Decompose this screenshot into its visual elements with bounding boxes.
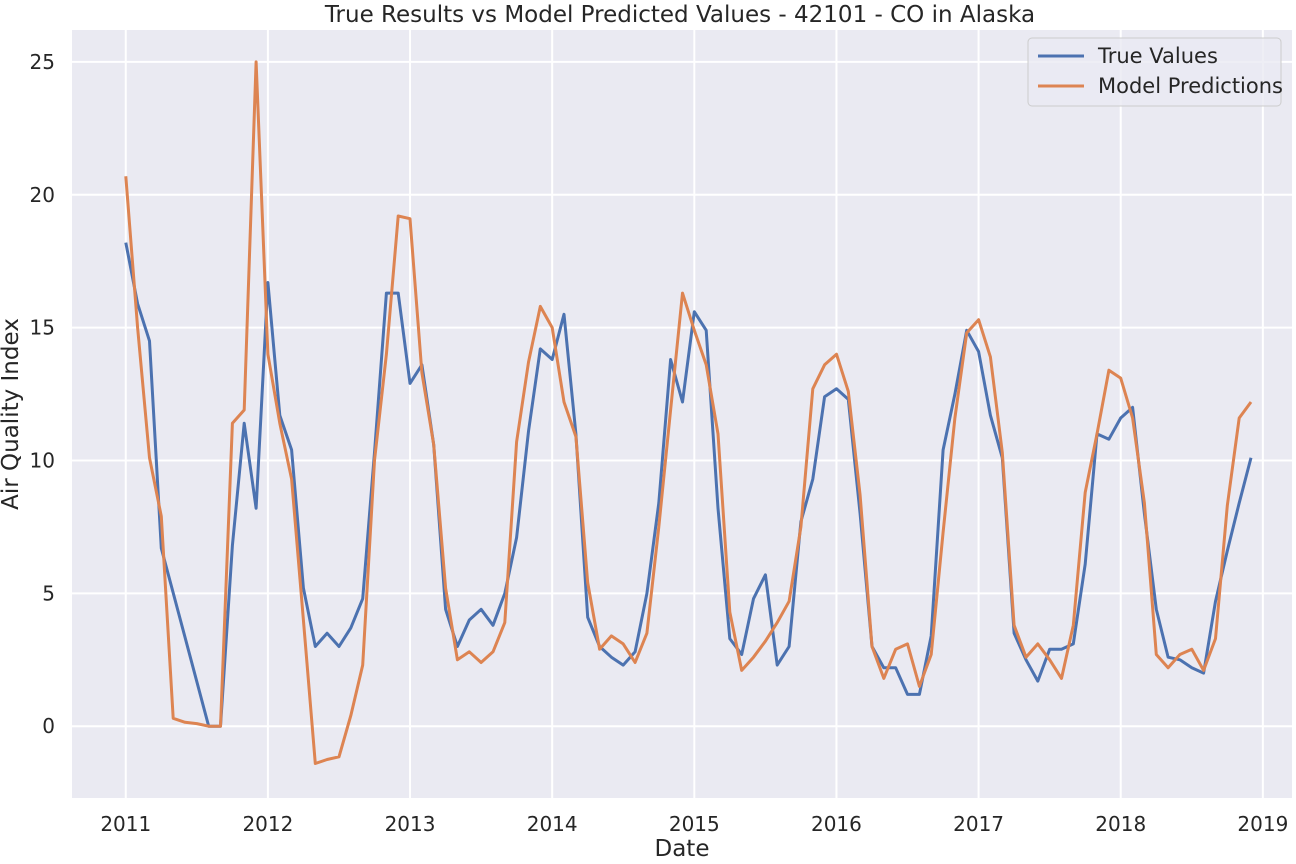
legend: True Values Model Predictions — [1027, 37, 1283, 107]
legend-frame — [1027, 37, 1282, 107]
y-tick-label: 15 — [30, 316, 55, 340]
y-tick-label: 0 — [42, 714, 55, 738]
x-tick-label: 2012 — [242, 812, 293, 836]
x-tick-label: 2011 — [100, 812, 151, 836]
x-tick-label: 2013 — [385, 812, 436, 836]
y-axis-label: Air Quality Index — [0, 318, 24, 510]
y-tick-labels: 0 5 10 15 20 25 — [30, 50, 55, 738]
x-tick-labels: 2011 2012 2013 2014 2015 2016 2017 2018 2019 — [100, 812, 1288, 836]
plot-area — [72, 30, 1292, 798]
series-lines — [124, 60, 1253, 765]
legend-label-true-values: True Values — [1097, 44, 1218, 68]
y-tick-label: 10 — [30, 449, 55, 473]
x-tick-label: 2017 — [953, 812, 1004, 836]
chart-title: True Results vs Model Predicted Values -… — [324, 2, 1035, 28]
x-tick-label: 2018 — [1095, 812, 1146, 836]
x-tick-label: 2016 — [811, 812, 862, 836]
x-tick-label: 2015 — [669, 812, 720, 836]
x-tick-label: 2014 — [527, 812, 578, 836]
x-tick-label: 2019 — [1237, 812, 1288, 836]
series-line-model-predictions — [124, 60, 1253, 765]
y-tick-label: 25 — [30, 50, 55, 74]
x-gridlines — [124, 30, 1264, 798]
x-axis-label: Date — [655, 836, 710, 862]
y-tick-label: 20 — [30, 183, 55, 207]
legend-label-model-predictions: Model Predictions — [1098, 74, 1283, 98]
y-tick-label: 5 — [42, 581, 55, 605]
